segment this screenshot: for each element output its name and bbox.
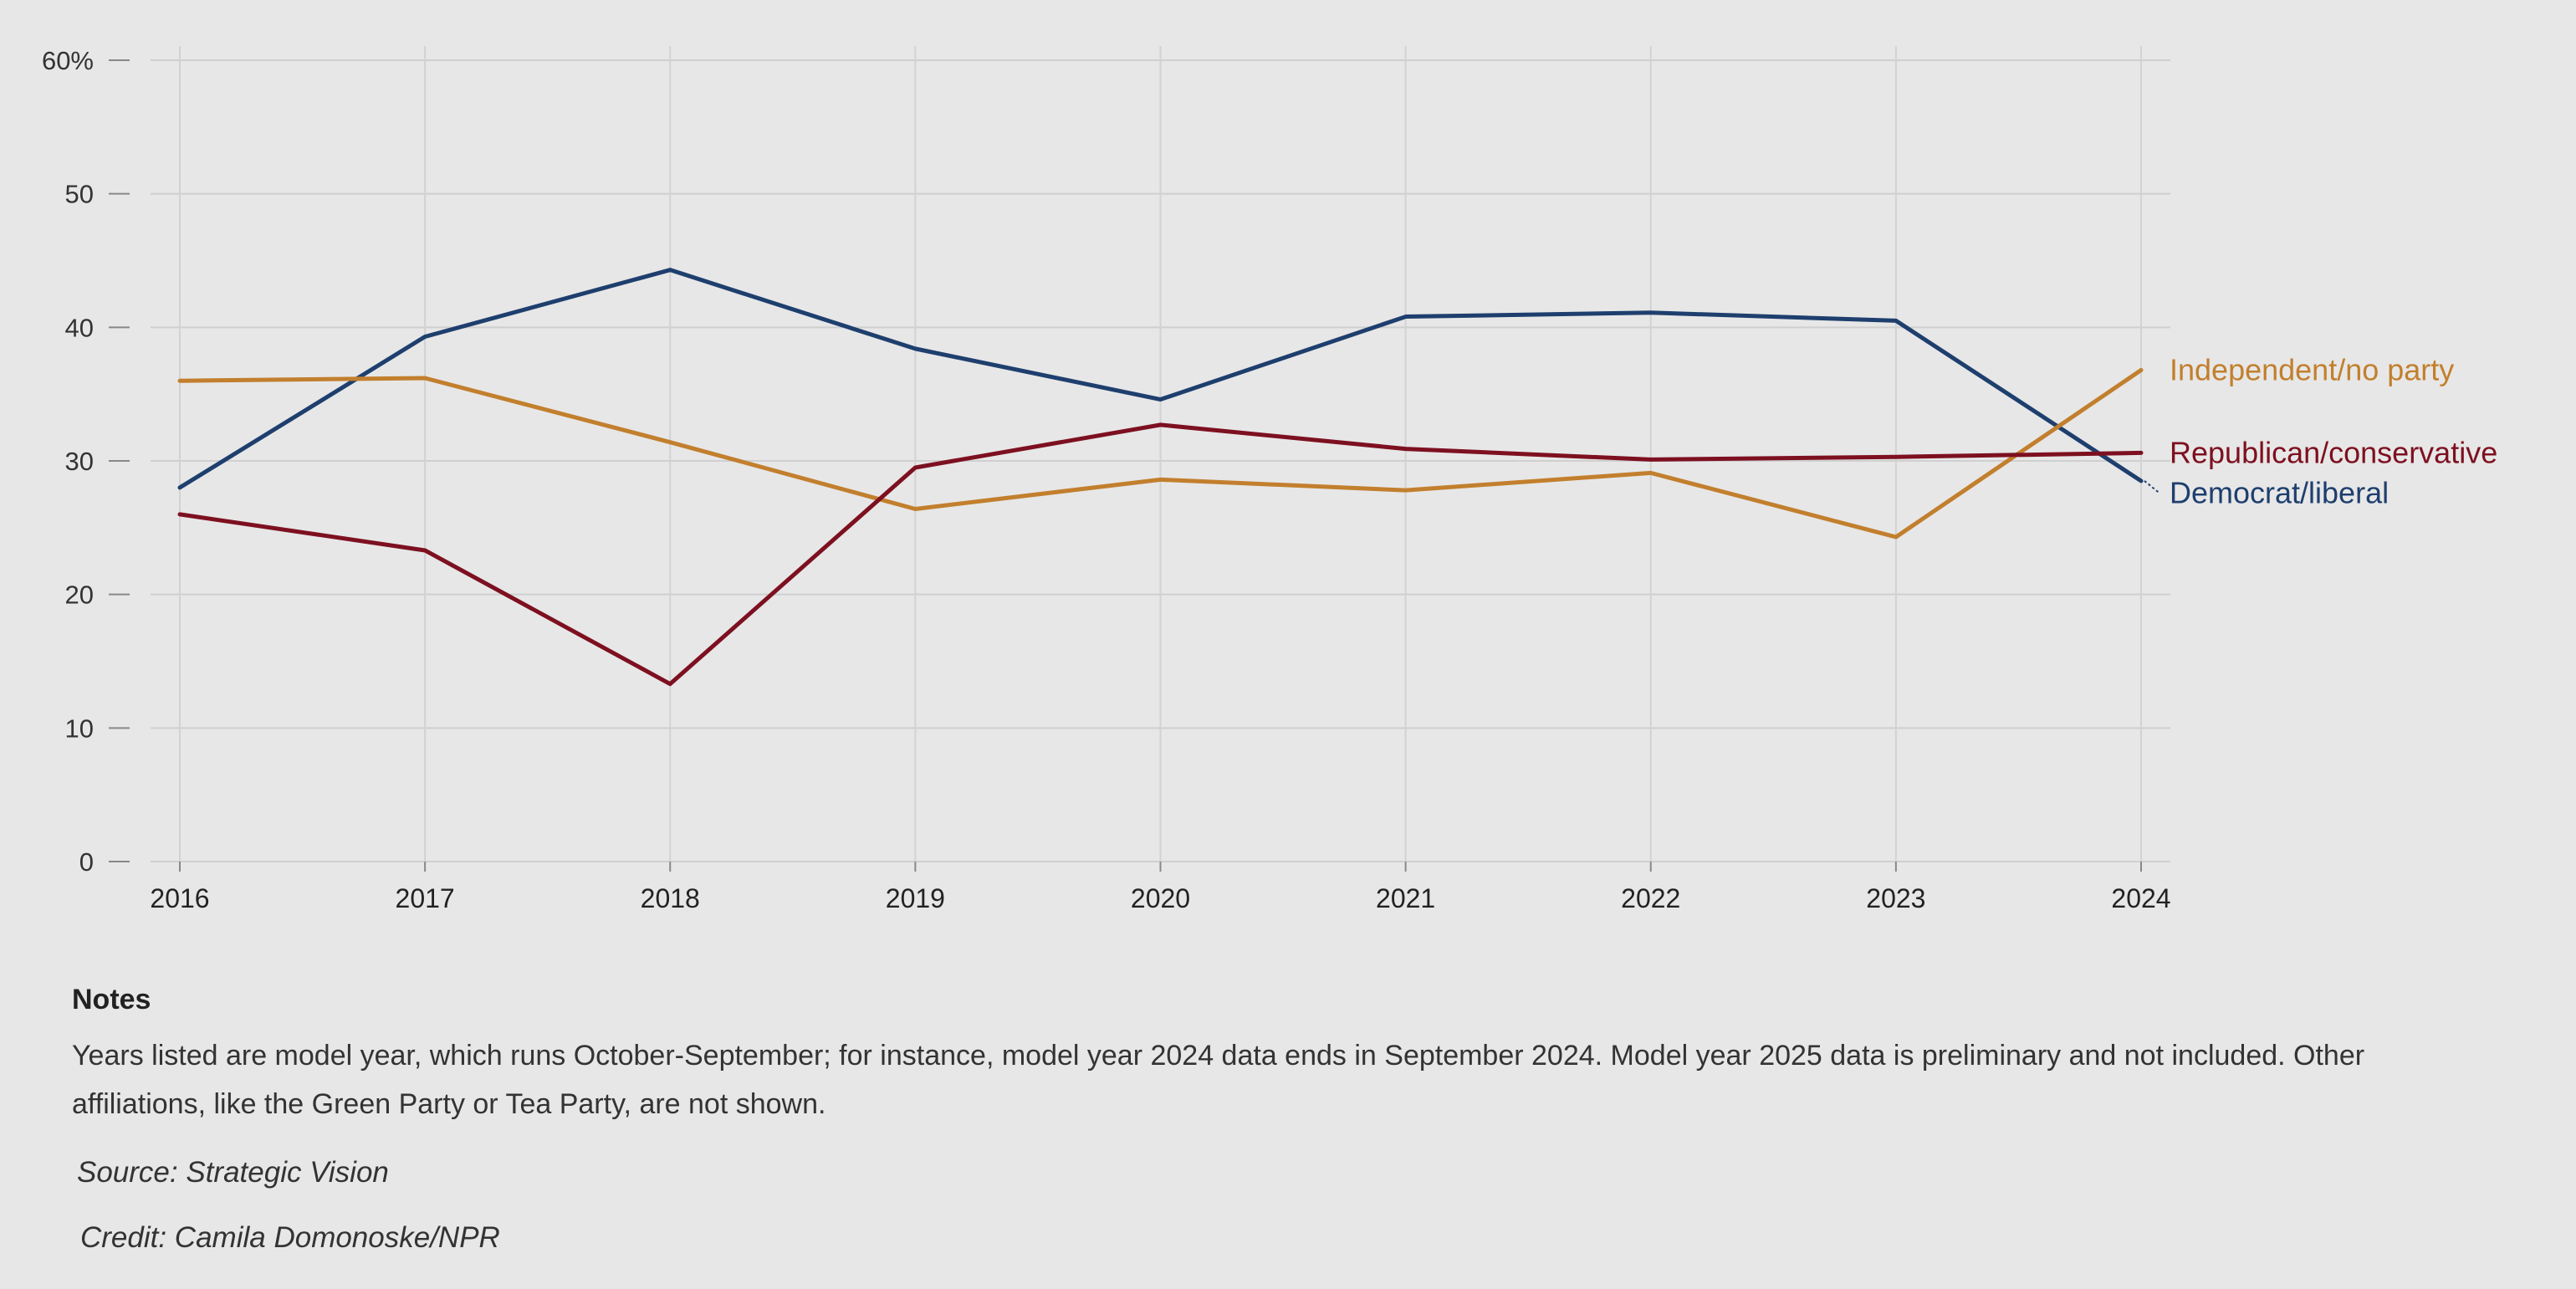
x-tick-label: 2017 [396,883,455,913]
notes-section: Notes Years listed are model year, which… [72,984,2497,1128]
series-labels: Democrat/liberal Independent/no party Repu… [2144,352,2497,509]
y-tick-label: 40 [65,313,94,342]
notes-heading: Notes [72,984,151,1015]
series-line-republican-conservative [177,422,2144,687]
series-label-democrat-liberal: Democrat/liberal [2170,475,2389,509]
line-chart: 0 10 20 30 40 50 60% 2016 2017 2018 2019 2020 2021 20… [42,46,2497,913]
x-tick-label: 2020 [1131,883,1190,913]
x-tick-label: 2018 [641,883,700,913]
x-tick-label: 2022 [1621,883,1680,913]
series-line-democrat-liberal [177,268,2144,490]
series-line-independent-no-party [177,367,2144,540]
series-label-republican-conservative: Republican/conservative [2170,435,2497,469]
x-tick-label: 2023 [1866,883,1925,913]
y-tick-label: 20 [65,581,94,610]
x-tick-label: 2021 [1376,883,1435,913]
series-lines [177,268,2144,687]
y-tick-label: 30 [65,447,94,476]
label-leader [2144,480,2160,494]
x-tick-label: 2024 [2111,883,2170,913]
x-tick-label: 2019 [886,883,945,913]
y-tick-label: 0 [79,847,94,877]
x-tick-label: 2016 [150,883,209,913]
source-line: Source: Strategic Vision [77,1156,389,1189]
axes: 0 10 20 30 40 50 60% 2016 2017 2018 2019 2020 2021 20… [42,46,2171,913]
series-label-independent-no-party: Independent/no party [2170,352,2454,386]
y-tick-label: 10 [65,714,94,743]
chart-canvas: 0 10 20 30 40 50 60% 2016 2017 2018 2019 2020 2021 20… [42,46,2497,913]
y-tick-label: 60% [42,46,94,75]
y-tick-label: 50 [65,180,94,209]
credit-line: Credit: Camila Domonoske/NPR [80,1221,500,1254]
grid [151,46,2170,862]
notes-text: Years listed are model year, which runs … [72,1040,2365,1120]
